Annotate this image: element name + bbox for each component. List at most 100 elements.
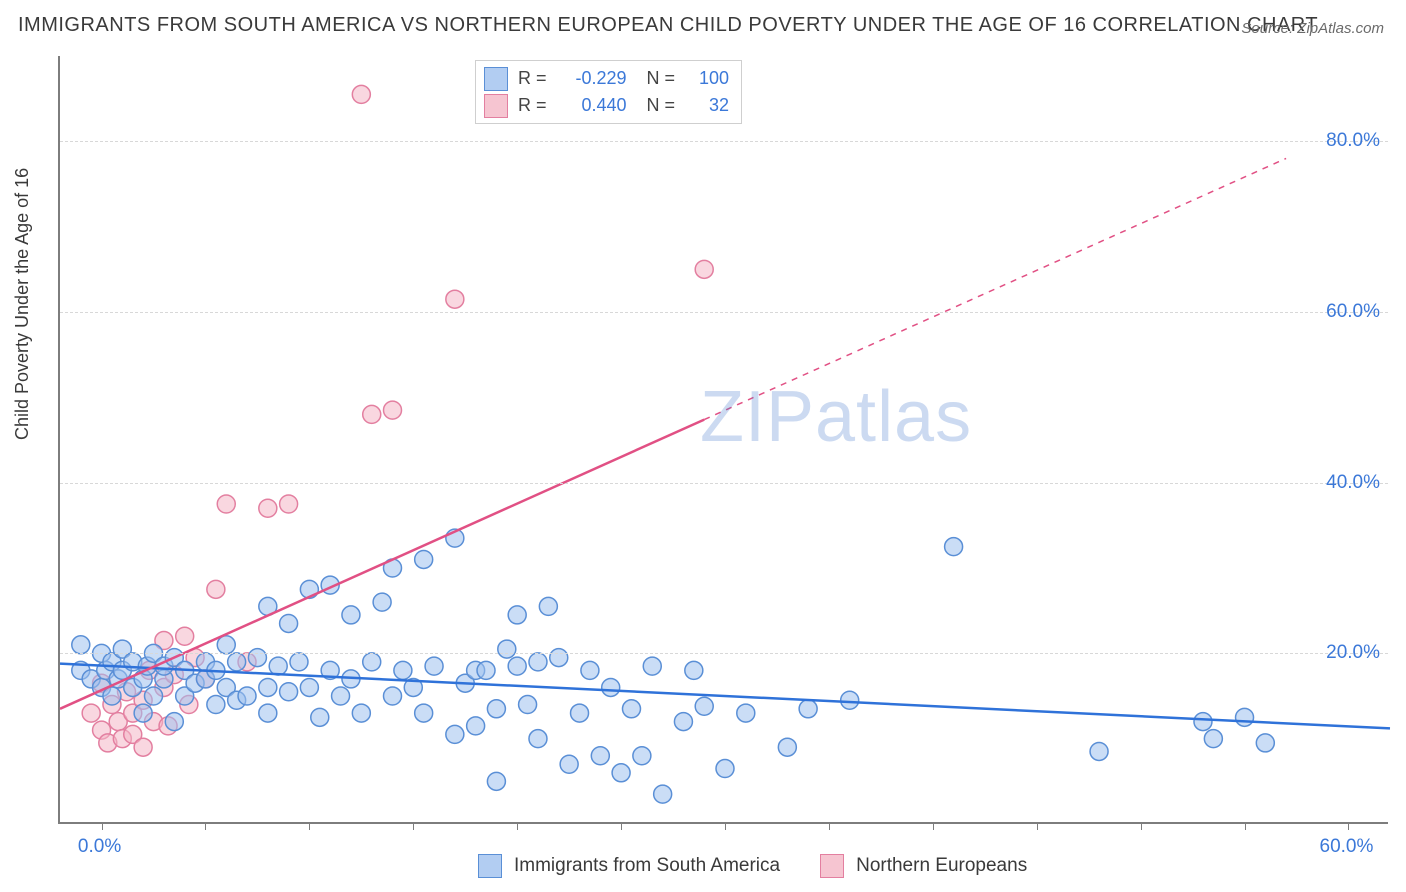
scatter-point [539,597,557,615]
trend-line-solid [60,664,1390,729]
y-tick-label: 40.0% [1326,472,1380,494]
trend-line-solid [60,420,704,709]
scatter-point [560,755,578,773]
x-tick [1141,822,1142,830]
x-tick-label: 60.0% [1320,836,1374,858]
gridline-h [60,653,1388,654]
scatter-point [508,606,526,624]
scatter-point [82,704,100,722]
scatter-point [446,290,464,308]
scatter-point [217,636,235,654]
scatter-point [529,730,547,748]
legend-N-value: 32 [685,92,729,119]
x-tick [725,822,726,830]
legend-series-label: Immigrants from South America [514,855,780,877]
source-label: Source: [1241,20,1293,37]
source-citation: Source: ZipAtlas.com [1241,20,1384,37]
scatter-point [238,687,256,705]
y-tick-label: 20.0% [1326,642,1380,664]
scatter-point [612,764,630,782]
scatter-point [290,653,308,671]
scatter-point [487,700,505,718]
scatter-point [1204,730,1222,748]
scatter-point [259,678,277,696]
scatter-point [685,661,703,679]
scatter-point [384,401,402,419]
scatter-point [1256,734,1274,752]
x-tick [1348,822,1349,830]
scatter-point [591,747,609,765]
scatter-point [373,593,391,611]
source-value: ZipAtlas.com [1297,20,1384,37]
scatter-point [571,704,589,722]
scatter-point [415,704,433,722]
scatter-point [425,657,443,675]
scatter-point [1090,742,1108,760]
x-tick [933,822,934,830]
legend-swatch [478,854,502,878]
scatter-point [778,738,796,756]
scatter-point [165,713,183,731]
scatter-point [654,785,672,803]
scatter-point [529,653,547,671]
scatter-point [633,747,651,765]
scatter-point [674,713,692,731]
gridline-h [60,483,1388,484]
scatter-point [363,653,381,671]
chart-title: IMMIGRANTS FROM SOUTH AMERICA VS NORTHER… [18,14,1318,37]
scatter-point [446,725,464,743]
legend-N-label: N = [647,65,676,92]
scatter-point [280,683,298,701]
x-tick [309,822,310,830]
legend-R-value: -0.229 [557,65,627,92]
scatter-point [716,760,734,778]
legend-swatch [484,94,508,118]
scatter-point [103,687,121,705]
x-tick [1037,822,1038,830]
scatter-point [217,495,235,513]
scatter-point [550,649,568,667]
scatter-point [477,661,495,679]
scatter-point [280,614,298,632]
scatter-point [622,700,640,718]
scatter-point [134,738,152,756]
x-tick [621,822,622,830]
scatter-point [643,657,661,675]
scatter-point [352,704,370,722]
scatter-point [1236,708,1254,726]
x-tick [413,822,414,830]
scatter-point [737,704,755,722]
y-tick-label: 80.0% [1326,130,1380,152]
x-tick-label: 0.0% [78,836,121,858]
scatter-point [508,657,526,675]
legend-R-value: 0.440 [557,92,627,119]
x-tick [829,822,830,830]
legend-R-label: R = [518,65,547,92]
scatter-point [228,653,246,671]
scatter-point [176,627,194,645]
scatter-point [269,657,287,675]
scatter-point [799,700,817,718]
scatter-point [695,697,713,715]
trend-line-dashed [704,158,1286,419]
legend-stat-row: R = -0.229 N = 100 [484,65,729,92]
legend-stat-row: R =0.440N =32 [484,92,729,119]
scatter-point [207,580,225,598]
legend-N-value: 100 [685,65,729,92]
legend-series-label: Northern Europeans [856,855,1027,877]
x-tick [102,822,103,830]
scatter-point [72,636,90,654]
scatter-point [248,649,266,667]
scatter-point [145,687,163,705]
y-tick-label: 60.0% [1326,301,1380,323]
scatter-point [945,538,963,556]
legend-R-label: R = [518,92,547,119]
x-tick [205,822,206,830]
scatter-point [332,687,350,705]
plot-area: ZIPatlas R =-0.229N =100R =0.440N =32 20… [58,56,1388,824]
scatter-point [487,772,505,790]
scatter-point [342,606,360,624]
scatter-point [300,678,318,696]
scatter-point [384,687,402,705]
scatter-point [415,550,433,568]
